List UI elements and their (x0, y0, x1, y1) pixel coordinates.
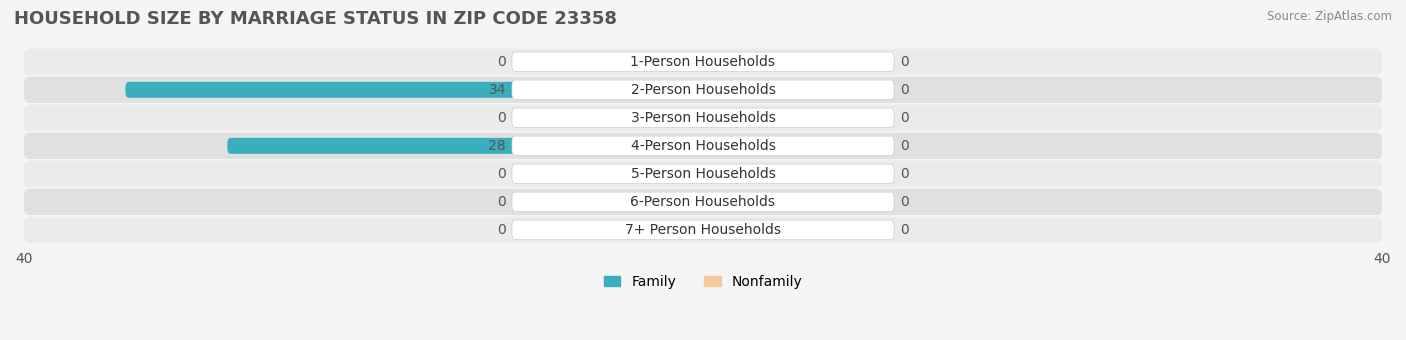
FancyBboxPatch shape (512, 164, 894, 184)
FancyBboxPatch shape (125, 82, 703, 98)
Text: 7+ Person Households: 7+ Person Households (626, 223, 780, 237)
Text: HOUSEHOLD SIZE BY MARRIAGE STATUS IN ZIP CODE 23358: HOUSEHOLD SIZE BY MARRIAGE STATUS IN ZIP… (14, 10, 617, 28)
FancyBboxPatch shape (24, 76, 1382, 103)
FancyBboxPatch shape (669, 166, 703, 182)
FancyBboxPatch shape (703, 138, 737, 154)
Text: 3-Person Households: 3-Person Households (630, 111, 776, 125)
Text: 0: 0 (900, 195, 908, 209)
FancyBboxPatch shape (512, 52, 894, 72)
FancyBboxPatch shape (703, 54, 737, 70)
FancyBboxPatch shape (24, 49, 1382, 75)
Text: 5-Person Households: 5-Person Households (630, 167, 776, 181)
FancyBboxPatch shape (24, 161, 1382, 187)
Text: 0: 0 (498, 111, 506, 125)
Text: Source: ZipAtlas.com: Source: ZipAtlas.com (1267, 10, 1392, 23)
Text: 2-Person Households: 2-Person Households (630, 83, 776, 97)
FancyBboxPatch shape (24, 105, 1382, 131)
FancyBboxPatch shape (703, 110, 737, 126)
Text: 0: 0 (900, 83, 908, 97)
FancyBboxPatch shape (512, 136, 894, 156)
Text: 4-Person Households: 4-Person Households (630, 139, 776, 153)
Text: 6-Person Households: 6-Person Households (630, 195, 776, 209)
FancyBboxPatch shape (703, 194, 737, 210)
FancyBboxPatch shape (669, 54, 703, 70)
Text: 0: 0 (498, 223, 506, 237)
FancyBboxPatch shape (24, 133, 1382, 159)
Text: 0: 0 (900, 111, 908, 125)
FancyBboxPatch shape (24, 217, 1382, 243)
Text: 0: 0 (498, 195, 506, 209)
FancyBboxPatch shape (703, 166, 737, 182)
FancyBboxPatch shape (669, 222, 703, 238)
FancyBboxPatch shape (512, 192, 894, 212)
FancyBboxPatch shape (512, 80, 894, 100)
FancyBboxPatch shape (512, 220, 894, 240)
FancyBboxPatch shape (228, 138, 703, 154)
Text: 0: 0 (900, 55, 908, 69)
Legend: Family, Nonfamily: Family, Nonfamily (598, 269, 808, 294)
Text: 0: 0 (900, 139, 908, 153)
FancyBboxPatch shape (512, 108, 894, 128)
FancyBboxPatch shape (24, 189, 1382, 215)
Text: 1-Person Households: 1-Person Households (630, 55, 776, 69)
Text: 0: 0 (498, 167, 506, 181)
Text: 0: 0 (900, 223, 908, 237)
Text: 0: 0 (498, 55, 506, 69)
FancyBboxPatch shape (703, 82, 737, 98)
Text: 0: 0 (900, 167, 908, 181)
Text: 34: 34 (488, 83, 506, 97)
FancyBboxPatch shape (703, 222, 737, 238)
FancyBboxPatch shape (669, 194, 703, 210)
FancyBboxPatch shape (669, 110, 703, 126)
Text: 28: 28 (488, 139, 506, 153)
